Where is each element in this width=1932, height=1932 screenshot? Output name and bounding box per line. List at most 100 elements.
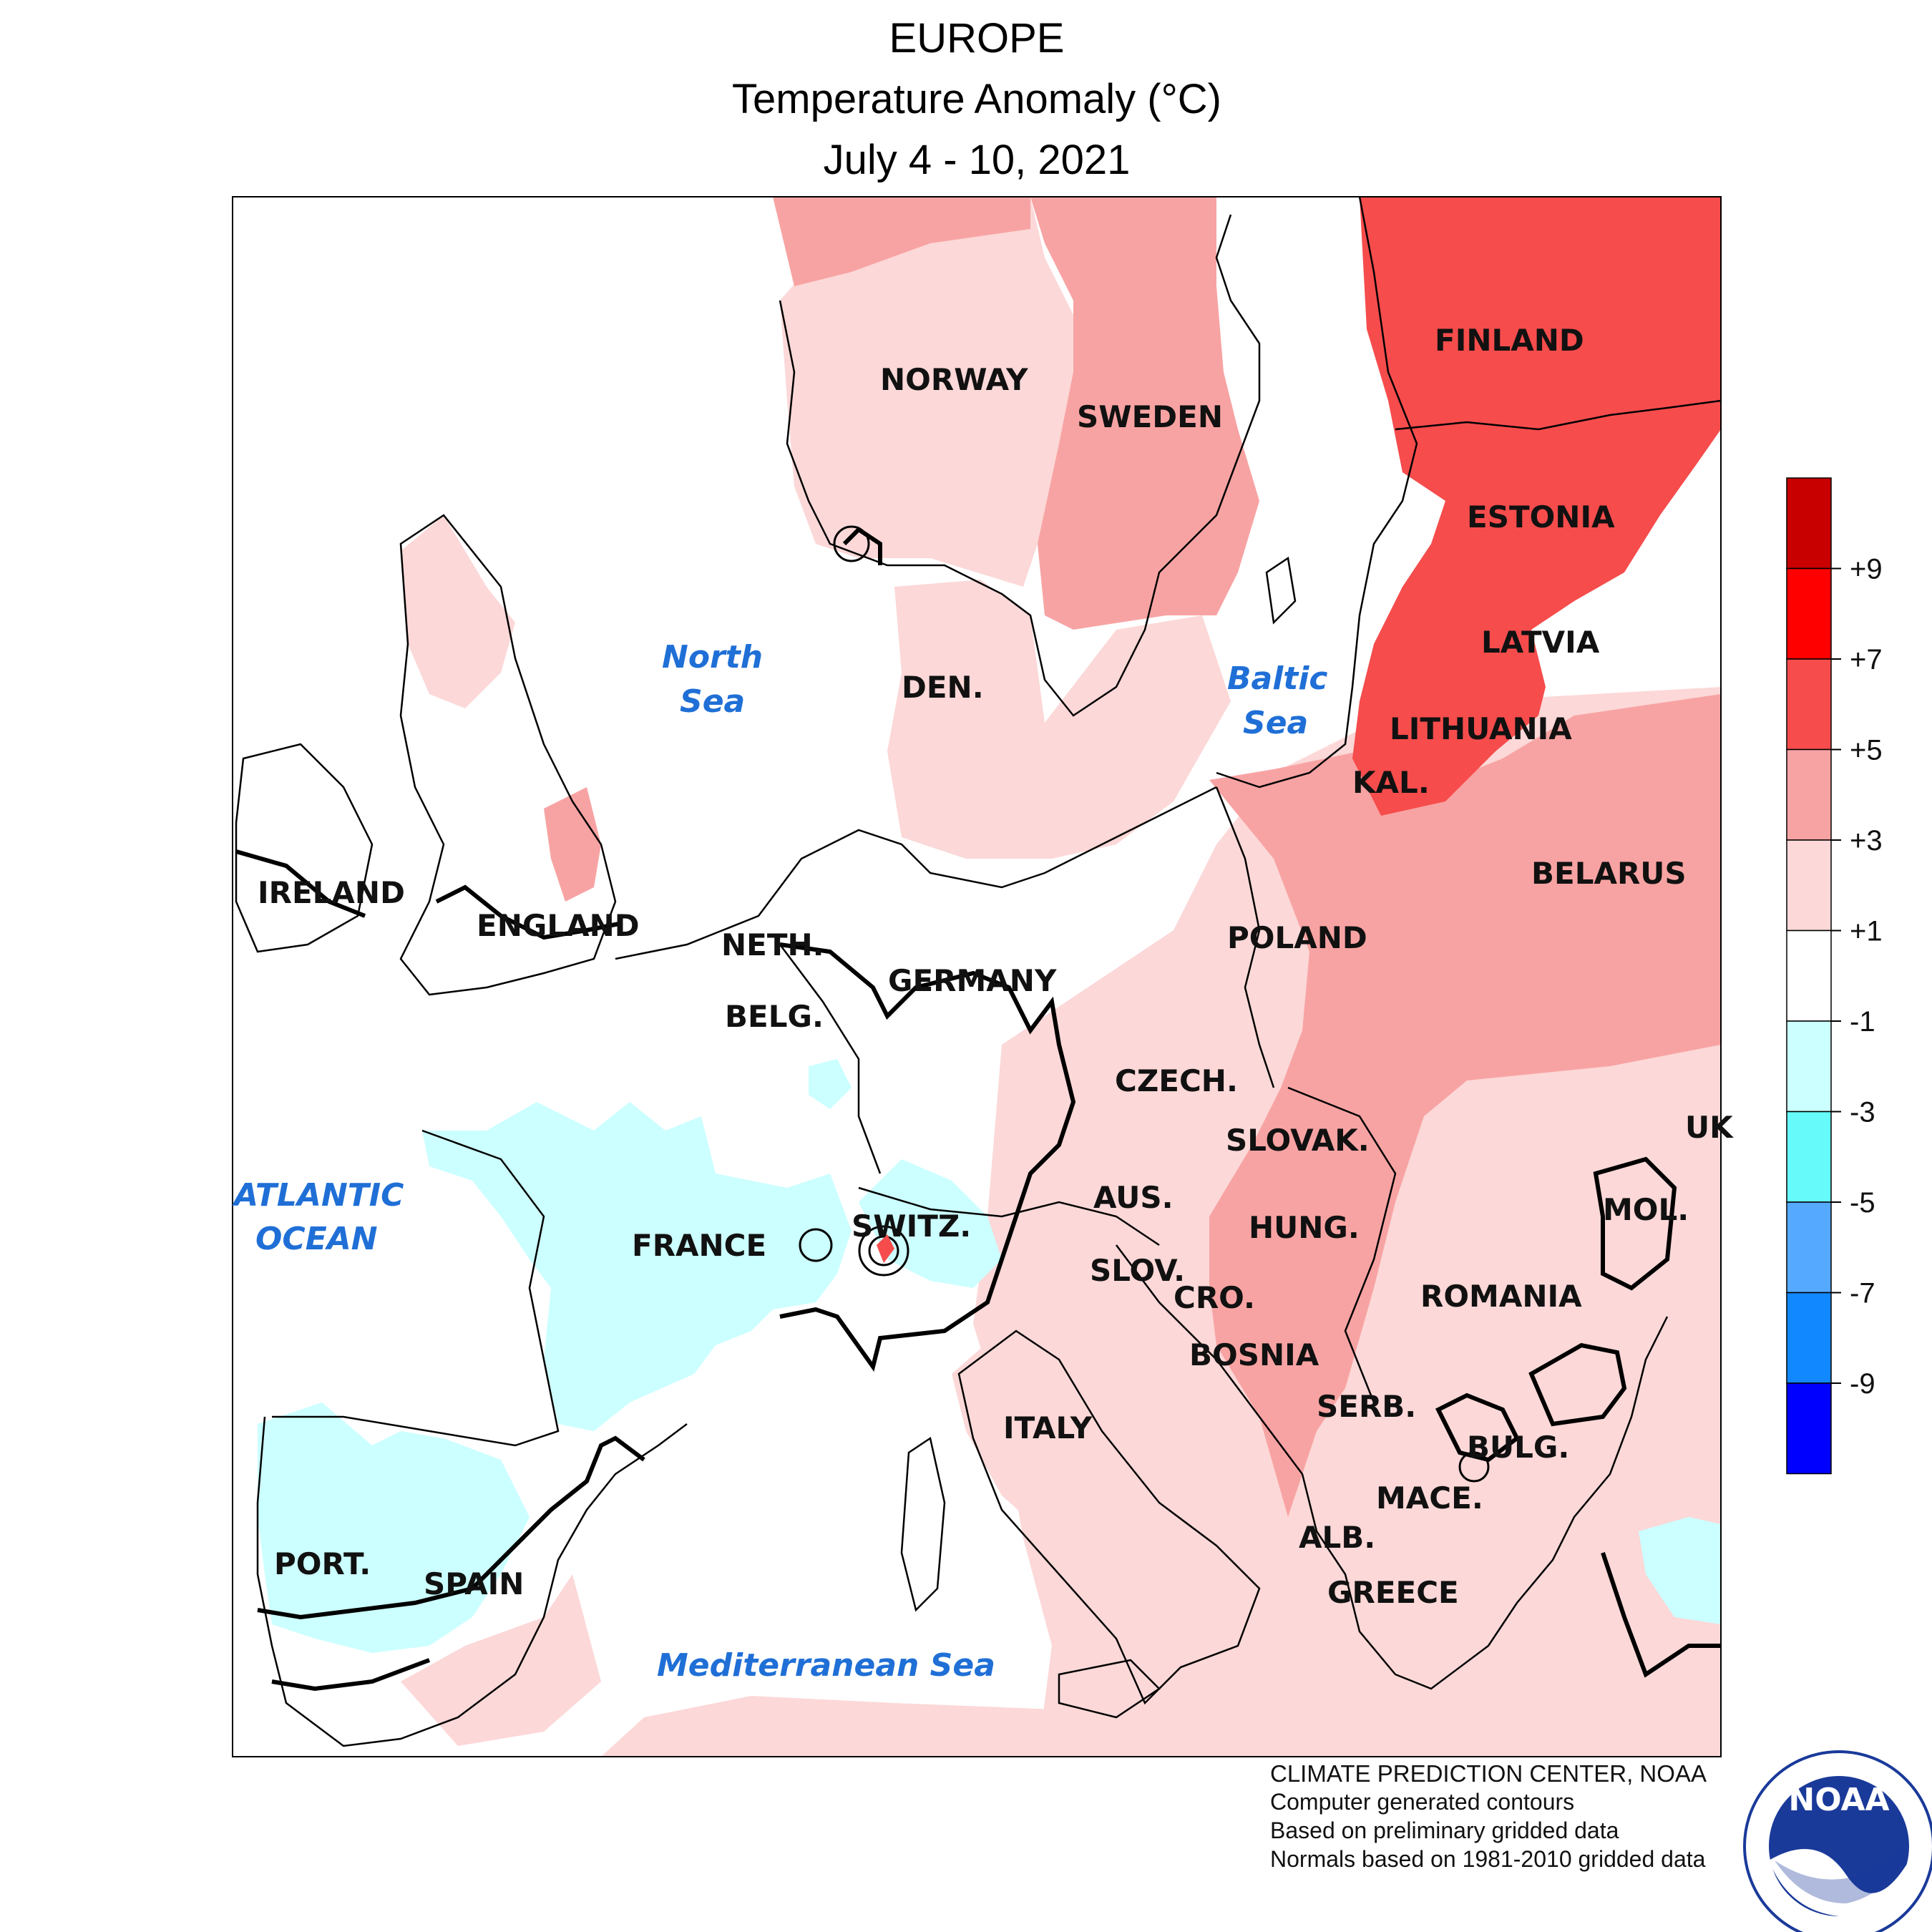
contour-ring-bulgaria — [1458, 1451, 1490, 1483]
credit-line-4: Normals based on 1981-2010 gridded data — [1270, 1846, 1706, 1872]
label-bosnia: BOSNIA — [1189, 1337, 1319, 1372]
label-baltic-sea-1: Baltic — [1227, 660, 1328, 697]
coastline-sardinia — [900, 1436, 946, 1612]
label-mol: MOL. — [1603, 1192, 1689, 1227]
anomaly-zone-warm-sweden — [1030, 197, 1259, 630]
label-cro: CRO. — [1174, 1280, 1255, 1315]
label-germany: GERMANY — [888, 963, 1057, 998]
label-italy: ITALY — [1003, 1410, 1093, 1445]
legend-tick-label: +7 — [1850, 644, 1883, 675]
anomaly-zone-warm-england — [544, 787, 601, 902]
legend-swatch — [1786, 748, 1832, 841]
coastline-iberia — [256, 1416, 688, 1747]
contour-zero-iberia — [257, 1435, 645, 1620]
border-germany-poland — [1215, 786, 1275, 1088]
anomaly-zone-cool-germany-spot — [809, 1059, 852, 1109]
legend-tick-label: -9 — [1850, 1368, 1875, 1400]
legend-swatch — [1786, 839, 1832, 932]
anomaly-zone-mild-north-africa — [601, 1682, 1721, 1757]
label-lithuania: LITHUANIA — [1390, 711, 1572, 746]
label-poland: POLAND — [1227, 920, 1367, 955]
border-france-germany — [779, 944, 882, 1174]
legend-tick-label: +3 — [1850, 825, 1883, 857]
label-atlantic-2: OCEAN — [255, 1221, 378, 1257]
coastline-britain — [399, 514, 617, 996]
label-serb: SERB. — [1317, 1389, 1416, 1424]
legend-swatch — [1786, 658, 1832, 751]
legend-tick-label: -5 — [1850, 1187, 1875, 1219]
label-greece: GREECE — [1327, 1575, 1459, 1610]
border-alps — [858, 1186, 1160, 1246]
credit-line-3: Based on preliminary gridded data — [1270, 1818, 1619, 1843]
credit-line-1: CLIMATE PREDICTION CENTER, NOAA — [1270, 1760, 1707, 1787]
coastline-gotland — [1265, 556, 1297, 625]
label-uk: UK — [1685, 1110, 1734, 1145]
legend-swatch — [1786, 477, 1832, 570]
label-belarus: BELARUS — [1531, 856, 1687, 891]
label-france: FRANCE — [632, 1228, 766, 1263]
legend-swatch — [1786, 1201, 1832, 1294]
anomaly-hotspot-switzerland — [877, 1234, 894, 1263]
label-north-sea-1: North — [662, 639, 763, 675]
coastline-scandinavia — [779, 214, 1261, 717]
label-slov: SLOV. — [1090, 1253, 1185, 1288]
anomaly-zone-cool-black-sea — [1639, 1517, 1721, 1624]
label-latvia: LATVIA — [1481, 625, 1600, 660]
coastline-gulf-finland — [1395, 399, 1721, 431]
contour-zero-bulgaria — [1435, 1392, 1520, 1463]
label-hung: HUNG. — [1249, 1210, 1360, 1245]
anomaly-zone-mild-italy — [952, 1324, 1231, 1660]
legend-swatch — [1786, 1292, 1832, 1384]
label-finland: FINLAND — [1435, 323, 1584, 358]
legend-tick-label: +5 — [1850, 735, 1883, 766]
label-alb: ALB. — [1299, 1520, 1375, 1555]
label-port: PORT. — [274, 1546, 371, 1581]
contour-zero-black-sea — [1528, 1342, 1627, 1427]
label-sweden: SWEDEN — [1077, 399, 1223, 434]
contour-zero-norway — [842, 527, 882, 565]
contour-zero-ireland — [235, 849, 366, 918]
legend-tick-label: +9 — [1850, 554, 1883, 585]
contour-zero-england — [435, 884, 623, 940]
coastline-italy — [957, 1330, 1261, 1705]
label-switz: SWITZ. — [852, 1209, 971, 1244]
legend-tick-label: -3 — [1850, 1097, 1875, 1128]
label-belg: BELG. — [725, 999, 824, 1034]
contour-zero-moldova — [1593, 1156, 1677, 1291]
legend-tick-label: -7 — [1850, 1278, 1875, 1309]
legend-tick-label: -1 — [1850, 1006, 1875, 1038]
border-hungary-romania — [1287, 1086, 1397, 1403]
coastline-baltic-east — [1216, 197, 1418, 789]
label-estonia: ESTONIA — [1467, 499, 1615, 535]
map-subtitle: Temperature Anomaly (°C) — [732, 76, 1221, 122]
legend-swatch — [1786, 1382, 1832, 1475]
anomaly-zone-cool-france — [422, 1102, 852, 1431]
legend-swatch — [1786, 567, 1832, 660]
anomaly-zone-warm-norway-north — [773, 197, 1030, 286]
legend-tick-label: +1 — [1850, 916, 1883, 947]
label-mace: MACE. — [1376, 1480, 1483, 1516]
contour-ring-lakes — [833, 525, 870, 562]
contour-zero-portugal — [271, 1658, 431, 1692]
label-romania: ROMANIA — [1420, 1279, 1582, 1314]
label-baltic-sea-2: Sea — [1243, 705, 1308, 741]
label-mediterranean: Mediterranean Sea — [657, 1647, 995, 1684]
label-england: ENGLAND — [477, 908, 640, 943]
label-slovak: SLOVAK. — [1226, 1123, 1370, 1158]
contour-ring-alps-2 — [868, 1235, 899, 1267]
contour-zero-turkey — [1601, 1552, 1721, 1678]
coastline-france-west — [272, 1129, 560, 1447]
label-den: DEN. — [902, 670, 984, 705]
map-date-range: July 4 - 10, 2021 — [823, 137, 1131, 183]
anomaly-zone-mild-iberia-south — [401, 1574, 601, 1746]
contour-zero-central — [779, 942, 1076, 1372]
legend-labels: +9 +7 +5 +3 +1 -1 -3 -5 -7 -9 — [1831, 554, 1883, 1400]
coastline-ireland — [235, 743, 374, 953]
map-title: EUROPE — [889, 15, 1065, 62]
anomaly-zone-mild-scotland — [401, 515, 515, 708]
anomaly-zone-cool-alps — [859, 1159, 1002, 1288]
legend-swatch — [1786, 1111, 1832, 1203]
legend-swatch — [1786, 930, 1832, 1022]
coastline-western-europe — [615, 786, 1217, 960]
